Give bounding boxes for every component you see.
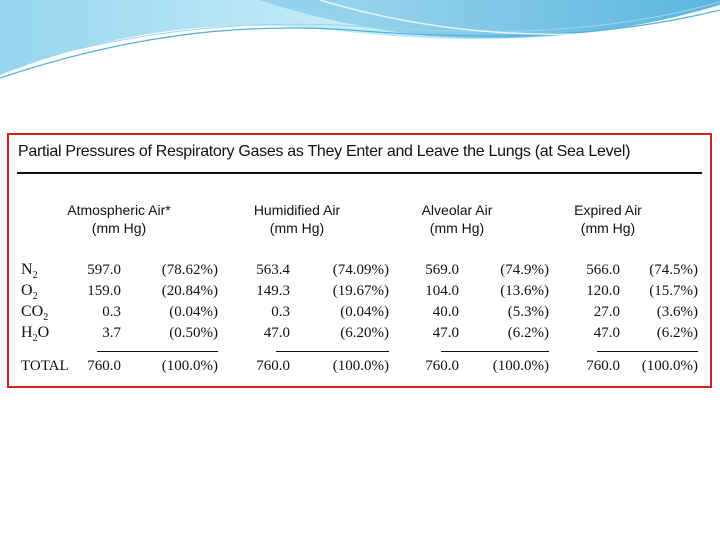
wave-band-dark	[260, 0, 720, 39]
percent-cell: (6.2%)	[507, 325, 549, 341]
total-pressure-cell: 760.0	[256, 358, 290, 374]
total-pressure-cell: 760.0	[586, 358, 620, 374]
column-unit: (mm Hg)	[429, 220, 485, 236]
total-pressure-cell: 760.0	[425, 358, 459, 374]
percent-cell: (20.84%)	[161, 283, 218, 299]
column-unit: (mm Hg)	[580, 220, 636, 236]
column-name: Alveolar Air	[421, 202, 493, 218]
wave-line-3	[319, 0, 720, 36]
total-pressure-cell: 760.0	[87, 358, 121, 374]
pressure-cell: 159.0	[87, 283, 121, 299]
percent-cell: (6.20%)	[340, 325, 389, 341]
total-label: TOTAL	[21, 358, 69, 374]
percent-cell: (13.6%)	[500, 283, 549, 299]
gas-label: CO2	[21, 303, 48, 327]
column-header-atmospheric: Atmospheric Air* (mm Hg)	[64, 201, 174, 237]
gas-suffix: O	[37, 324, 50, 341]
percent-cell: (74.9%)	[500, 262, 549, 278]
total-percent-cell: (100.0%)	[332, 358, 389, 374]
gas-label: N2	[21, 261, 38, 285]
column-name: Humidified Air	[253, 202, 341, 218]
column-name: Expired Air	[574, 202, 642, 218]
wave-line-1	[0, 9, 720, 79]
sum-rule	[597, 351, 698, 352]
pressure-cell: 563.4	[256, 262, 290, 278]
pressure-cell: 3.7	[102, 325, 121, 341]
gas-symbol: CO	[21, 303, 44, 320]
sum-rule	[441, 351, 549, 352]
pressure-cell: 597.0	[87, 262, 121, 278]
gas-symbol: H	[21, 324, 33, 341]
percent-cell: (6.2%)	[656, 325, 698, 341]
pressure-cell: 47.0	[432, 325, 459, 341]
gas-subscript: 2	[43, 312, 49, 324]
header-wave-decoration	[0, 0, 720, 79]
total-percent-cell: (100.0%)	[492, 358, 549, 374]
gas-label: O2	[21, 282, 38, 306]
column-header-expired: Expired Air (mm Hg)	[553, 201, 663, 237]
pressure-cell: 566.0	[586, 262, 620, 278]
column-unit: (mm Hg)	[91, 220, 147, 236]
pressure-cell: 27.0	[593, 304, 620, 320]
gas-label: H2O	[21, 324, 49, 348]
percent-cell: (15.7%)	[649, 283, 698, 299]
column-unit: (mm Hg)	[269, 220, 325, 236]
table-title: Partial Pressures of Respiratory Gases a…	[18, 143, 631, 160]
gas-subscript: 2	[32, 333, 38, 345]
percent-cell: (78.62%)	[161, 262, 218, 278]
title-rule	[17, 172, 702, 174]
sum-rule	[97, 351, 218, 352]
gas-symbol: O	[21, 282, 33, 299]
pressure-cell: 40.0	[432, 304, 459, 320]
gas-subscript: 2	[32, 291, 38, 303]
gas-symbol: N	[21, 261, 33, 278]
pressure-cell: 120.0	[586, 283, 620, 299]
total-percent-cell: (100.0%)	[161, 358, 218, 374]
total-percent-cell: (100.0%)	[641, 358, 698, 374]
pressure-cell: 0.3	[271, 304, 290, 320]
sum-rule	[276, 351, 389, 352]
percent-cell: (5.3%)	[507, 304, 549, 320]
percent-cell: (0.04%)	[340, 304, 389, 320]
percent-cell: (3.6%)	[656, 304, 698, 320]
pressure-cell: 47.0	[593, 325, 620, 341]
percent-cell: (74.5%)	[649, 262, 698, 278]
percent-cell: (0.04%)	[169, 304, 218, 320]
percent-cell: (74.09%)	[332, 262, 389, 278]
column-name: Atmospheric Air*	[67, 202, 171, 218]
pressure-cell: 104.0	[425, 283, 459, 299]
pressure-cell: 149.3	[256, 283, 290, 299]
percent-cell: (19.67%)	[332, 283, 389, 299]
column-header-alveolar: Alveolar Air (mm Hg)	[402, 201, 512, 237]
pressure-cell: 0.3	[102, 304, 121, 320]
wave-line-2	[0, 1, 720, 71]
respiratory-gases-table: Partial Pressures of Respiratory Gases a…	[7, 133, 712, 388]
pressure-cell: 569.0	[425, 262, 459, 278]
percent-cell: (0.50%)	[169, 325, 218, 341]
column-header-humidified: Humidified Air (mm Hg)	[242, 201, 352, 237]
pressure-cell: 47.0	[263, 325, 290, 341]
gas-subscript: 2	[32, 270, 38, 282]
